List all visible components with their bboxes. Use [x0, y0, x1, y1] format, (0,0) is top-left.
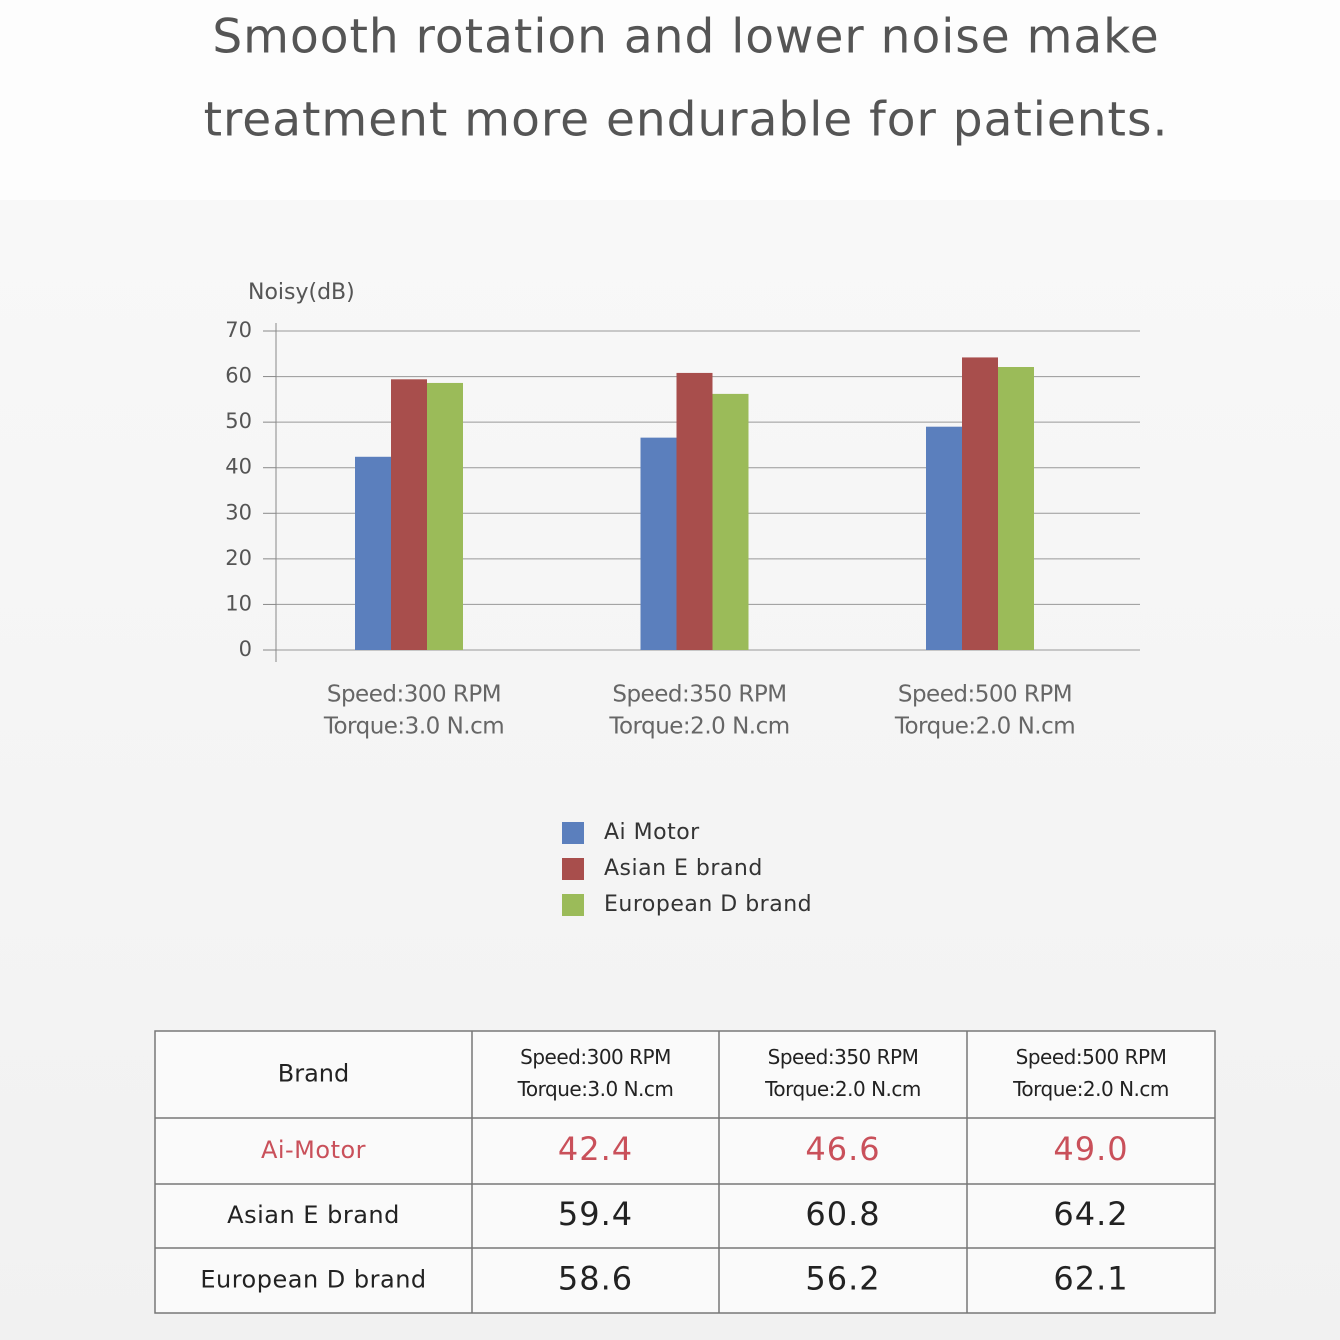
title-line: Smooth rotation and lower noise make [212, 10, 1159, 65]
legend-label: Asian E brand [604, 856, 763, 881]
y-tick-label: 50 [225, 409, 252, 433]
bar [391, 379, 427, 650]
y-tick-label: 70 [225, 318, 252, 342]
table-cell: 49.0 [1053, 1130, 1128, 1168]
table-frame [154, 1030, 1216, 1314]
table-cell: Ai-Motor [261, 1136, 366, 1164]
table-header: Torque:2.0 N.cm [1012, 1077, 1169, 1101]
bar [427, 382, 463, 650]
legend-swatch [562, 858, 584, 880]
table-header: Speed:500 RPM [1016, 1045, 1167, 1069]
legend-label: Ai Motor [604, 820, 700, 845]
legend-swatch [562, 822, 584, 844]
table-cell: 64.2 [1053, 1195, 1128, 1233]
title-line: treatment more endurable for patients. [204, 93, 1169, 148]
table-cell: 46.6 [805, 1130, 880, 1168]
header-bg [0, 0, 1340, 200]
x-tick-label: Torque:2.0 N.cm [894, 714, 1075, 740]
table-cell: European D brand [200, 1266, 426, 1294]
table-cell: 59.4 [558, 1195, 633, 1233]
table-header: Brand [278, 1060, 349, 1088]
table-header: Speed:350 RPM [768, 1045, 919, 1069]
bar [712, 393, 749, 650]
table-header: Speed:300 RPM [520, 1045, 671, 1069]
legend-swatch [562, 894, 584, 916]
x-tick-label: Torque:2.0 N.cm [608, 714, 789, 740]
table-cell: Asian E brand [227, 1201, 400, 1229]
y-tick-label: 20 [225, 546, 252, 570]
bar [962, 357, 998, 650]
y-tick-label: 60 [225, 364, 252, 388]
bar [676, 372, 713, 650]
y-tick-label: 10 [225, 591, 252, 615]
x-tick-label: Speed:300 RPM [327, 682, 501, 708]
table-cell: 62.1 [1053, 1260, 1128, 1298]
table-cell: 42.4 [558, 1130, 633, 1168]
table-header: Torque:3.0 N.cm [517, 1077, 674, 1101]
bar [355, 456, 391, 650]
y-tick-label: 40 [225, 455, 252, 479]
legend-label: European D brand [604, 892, 812, 917]
table-cell: 58.6 [558, 1260, 633, 1298]
y-tick-label: 30 [225, 500, 252, 524]
x-tick-label: Speed:350 RPM [612, 682, 786, 708]
table-header: Torque:2.0 N.cm [764, 1077, 921, 1101]
table-cell: 56.2 [805, 1260, 880, 1298]
bar [998, 367, 1034, 650]
x-tick-label: Speed:500 RPM [898, 682, 1072, 708]
bar [640, 437, 677, 650]
y-axis-label: Noisy(dB) [248, 280, 355, 305]
bar [926, 426, 962, 650]
y-tick-label: 0 [239, 637, 252, 661]
table-cell: 60.8 [805, 1195, 880, 1233]
x-tick-label: Torque:3.0 N.cm [323, 714, 504, 740]
